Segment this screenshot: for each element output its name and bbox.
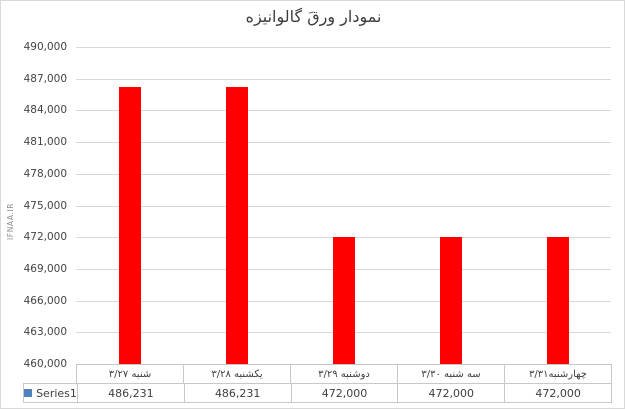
legend-cell: Series1 xyxy=(24,384,77,402)
y-axis-tick-label: 460,000 xyxy=(23,358,67,370)
category-cell: دوشنبه ۳/۲۹ xyxy=(290,365,397,383)
y-gridline xyxy=(76,174,611,175)
y-axis-tick-label: 469,000 xyxy=(23,263,67,275)
y-axis-tick-label: 487,000 xyxy=(23,73,67,85)
y-axis-tick-label: 475,000 xyxy=(23,200,67,212)
y-axis-tick-label: 490,000 xyxy=(23,41,67,53)
y-axis-tick-label: 472,000 xyxy=(23,231,67,243)
y-axis-tick-label: 466,000 xyxy=(23,295,67,307)
y-axis-tick-label: 481,000 xyxy=(23,136,67,148)
y-gridline xyxy=(76,47,611,48)
category-cell: چهارشنبه۳/۳۱ xyxy=(504,365,611,383)
category-cell: یکشنبه ۳/۲۸ xyxy=(183,365,290,383)
y-gridline xyxy=(76,110,611,111)
value-cell: 486,231 xyxy=(77,384,184,402)
bar xyxy=(333,237,355,364)
legend-label: Series1 xyxy=(36,386,77,400)
data-table-value-row: Series1 486,231 486,231 472,000 472,000 472,… xyxy=(23,383,612,403)
bar xyxy=(440,237,462,364)
category-cell: سه شنبه ۳/۳۰ xyxy=(397,365,504,383)
y-gridline xyxy=(76,79,611,80)
category-cell: شنبه ۳/۲۷ xyxy=(108,368,152,380)
x-axis-category-row: شنبه ۳/۲۷ یکشنبه ۳/۲۸ دوشنبه ۳/۲۹ سه شنبه ۳… xyxy=(76,364,612,384)
y-axis-tick-label: 484,000 xyxy=(23,104,67,116)
bar xyxy=(119,87,141,364)
value-cell: 472,000 xyxy=(290,384,398,402)
y-gridline xyxy=(76,206,611,207)
y-axis-tick-label: 463,000 xyxy=(23,326,67,338)
bar xyxy=(226,87,248,364)
y-gridline xyxy=(76,142,611,143)
legend-key-icon xyxy=(24,389,33,397)
bar xyxy=(547,237,569,364)
value-cell: 486,231 xyxy=(183,384,291,402)
value-cell: 472,000 xyxy=(397,384,504,402)
y-axis-tick-label: 478,000 xyxy=(23,168,67,180)
value-cell: 472,000 xyxy=(504,384,611,402)
chart-title: نمودار ورقَ گالوانیزه xyxy=(245,7,382,26)
